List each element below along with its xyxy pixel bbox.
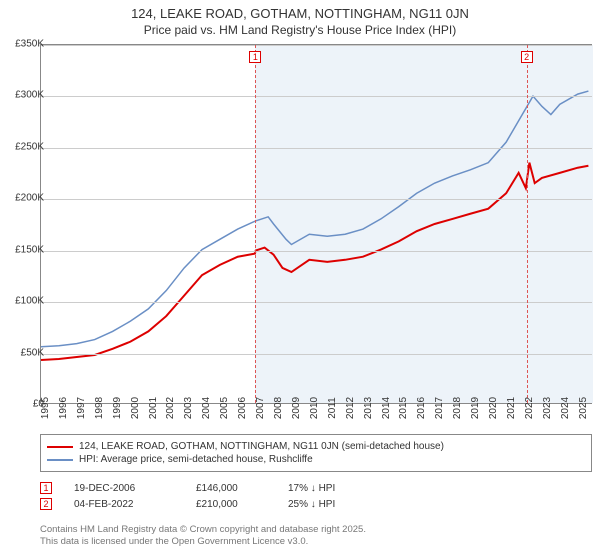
page-subtitle: Price paid vs. HM Land Registry's House … (0, 23, 600, 37)
gridline-h (41, 354, 592, 355)
xtick-label: 2004 (201, 397, 212, 419)
ytick-label: £50K (21, 347, 44, 358)
line-layer (41, 45, 592, 403)
gridline-h (41, 302, 592, 303)
xtick-label: 2021 (506, 397, 517, 419)
xtick-label: 2019 (470, 397, 481, 419)
attribution-l2: This data is licensed under the Open Gov… (40, 536, 592, 548)
sale-row-2: 2 04-FEB-2022 £210,000 25% ↓ HPI (40, 498, 592, 510)
legend-row-price: 124, LEAKE ROAD, GOTHAM, NOTTINGHAM, NG1… (47, 441, 585, 452)
sale-hpi-2: 25% ↓ HPI (288, 499, 335, 510)
xtick-label: 2015 (398, 397, 409, 419)
xtick-label: 2016 (416, 397, 427, 419)
page-title: 124, LEAKE ROAD, GOTHAM, NOTTINGHAM, NG1… (0, 6, 600, 21)
xtick-label: 2024 (560, 397, 571, 419)
xtick-label: 2014 (381, 397, 392, 419)
sale-price-2: £210,000 (196, 499, 266, 510)
gridline-h (41, 199, 592, 200)
hpi-line (41, 91, 588, 347)
ytick-label: £200K (15, 193, 44, 204)
xtick-label: 2013 (363, 397, 374, 419)
marker-badge: 2 (521, 51, 533, 63)
marker-badge: 1 (249, 51, 261, 63)
sale-rows: 1 19-DEC-2006 £146,000 17% ↓ HPI 2 04-FE… (40, 478, 592, 514)
xtick-label: 2025 (578, 397, 589, 419)
xtick-label: 2018 (452, 397, 463, 419)
xtick-label: 1996 (58, 397, 69, 419)
gridline-h (41, 96, 592, 97)
ytick-label: £250K (15, 141, 44, 152)
xtick-label: 2023 (542, 397, 553, 419)
xtick-label: 2002 (165, 397, 176, 419)
attribution: Contains HM Land Registry data © Crown c… (40, 524, 592, 549)
title-block: 124, LEAKE ROAD, GOTHAM, NOTTINGHAM, NG1… (0, 0, 600, 37)
marker-badge-2: 2 (40, 498, 52, 510)
ytick-label: £350K (15, 39, 44, 50)
sale-date-1: 19-DEC-2006 (74, 483, 174, 494)
gridline-h (41, 251, 592, 252)
legend: 124, LEAKE ROAD, GOTHAM, NOTTINGHAM, NG1… (40, 434, 592, 472)
xtick-label: 1998 (94, 397, 105, 419)
xtick-label: 2006 (237, 397, 248, 419)
marker-vline (527, 45, 528, 403)
xtick-label: 2005 (219, 397, 230, 419)
ytick-label: £150K (15, 244, 44, 255)
legend-swatch-blue (47, 459, 73, 461)
xtick-label: 2003 (183, 397, 194, 419)
legend-label-red: 124, LEAKE ROAD, GOTHAM, NOTTINGHAM, NG1… (79, 441, 444, 452)
xtick-label: 2008 (273, 397, 284, 419)
ytick-label: £300K (15, 90, 44, 101)
legend-row-hpi: HPI: Average price, semi-detached house,… (47, 454, 585, 465)
legend-swatch-red (47, 446, 73, 448)
sale-date-2: 04-FEB-2022 (74, 499, 174, 510)
price-paid-line (41, 163, 588, 360)
sale-hpi-1: 17% ↓ HPI (288, 483, 335, 494)
ytick-label: £100K (15, 296, 44, 307)
marker-vline (255, 45, 256, 403)
sale-row-1: 1 19-DEC-2006 £146,000 17% ↓ HPI (40, 482, 592, 494)
chart-area: 12 (40, 44, 592, 404)
xtick-label: 1995 (40, 397, 51, 419)
xtick-label: 2022 (524, 397, 535, 419)
xtick-label: 2011 (327, 397, 338, 419)
xtick-label: 2017 (434, 397, 445, 419)
legend-label-blue: HPI: Average price, semi-detached house,… (79, 454, 313, 465)
xtick-label: 2020 (488, 397, 499, 419)
sale-price-1: £146,000 (196, 483, 266, 494)
gridline-h (41, 148, 592, 149)
attribution-l1: Contains HM Land Registry data © Crown c… (40, 524, 592, 536)
xtick-label: 2010 (309, 397, 320, 419)
xtick-label: 2001 (148, 397, 159, 419)
gridline-h (41, 45, 592, 46)
xtick-label: 2007 (255, 397, 266, 419)
xtick-label: 1999 (112, 397, 123, 419)
xtick-label: 2000 (130, 397, 141, 419)
xtick-label: 1997 (76, 397, 87, 419)
marker-badge-1: 1 (40, 482, 52, 494)
xtick-label: 2012 (345, 397, 356, 419)
xtick-label: 2009 (291, 397, 302, 419)
